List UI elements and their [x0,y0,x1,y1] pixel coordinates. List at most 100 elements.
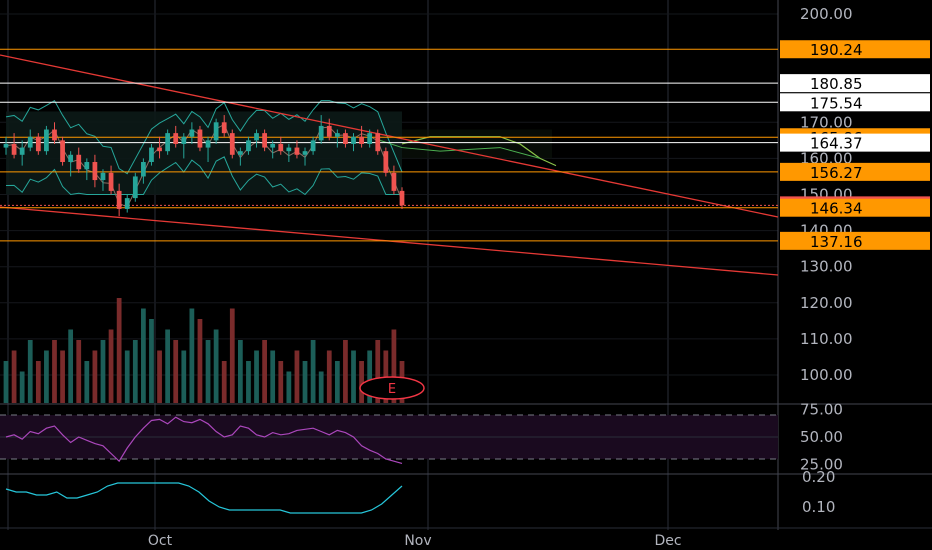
volume-bar [343,340,348,403]
volume-bar [326,350,332,403]
price-tick-label: 110.00 [800,330,853,348]
price-level-badge-label: 180.85 [810,75,863,93]
candle-body [3,143,9,148]
price-level-badge-label: 164.37 [810,135,863,153]
volume-bar [189,308,195,403]
price-level-badge [780,40,930,59]
price-level-badge [780,231,930,250]
volume-bar [149,319,154,403]
volume-bar [132,340,138,403]
candle-body [19,147,25,155]
time-axis-label: Nov [404,533,431,549]
candle-body [367,133,373,144]
candle-body [132,176,138,199]
price-level-badge-label: 137.16 [810,233,863,251]
volume-bar [359,361,364,403]
volume-bar [3,361,9,403]
volume-bar [262,340,267,403]
price-level-badge [780,74,930,93]
volume-bar [157,350,162,403]
time-axis-label: Oct [148,533,173,549]
price-tick-label: 130.00 [800,258,853,276]
volume-bar [141,308,146,403]
price-level-badge [780,198,930,217]
candle-body [181,136,187,144]
volume-bar [229,308,235,403]
lagging-span-line [379,139,541,159]
volume-bar [165,329,171,403]
candle-body [359,136,364,144]
candle-body [35,136,41,152]
rsi-tick-label: 75.00 [800,401,843,419]
volume-bar [367,350,373,403]
candle-body [60,140,65,163]
lower-indicator-tick-label: 0.20 [802,468,835,486]
candle-body [294,147,300,155]
volume-bar [391,329,397,403]
volume-bar [310,340,316,403]
volume-bar [52,340,57,403]
candle-body [343,133,348,144]
volume-bar [181,350,187,403]
volume-bar [108,329,114,403]
volume-bar [205,340,211,403]
volume-bar [375,340,381,403]
volume-bar [19,371,25,403]
volume-bar [60,350,65,403]
candle-body [302,151,308,155]
candle-body [351,136,356,144]
candle-body [100,172,106,181]
candle-body [157,147,162,152]
volume-bar [27,340,33,403]
price-level-badge [780,162,930,181]
candle-body [84,162,90,170]
lower-indicator-tick-label: 0.10 [802,498,835,516]
candle-body [383,151,389,173]
rsi-tick-label: 50.00 [800,428,843,446]
candle-body [68,154,74,163]
volume-bar [213,329,219,403]
volume-bar [237,340,243,403]
candle-body [270,143,276,148]
volume-bar [35,361,41,403]
candle-body [399,190,405,206]
candle-body [165,133,171,152]
volume-bar [84,361,90,403]
price-tick-label: 100.00 [800,366,853,384]
candle-body [197,129,203,148]
rsi-line [5,416,403,464]
volume-bar [76,340,82,403]
candle-body [141,162,146,177]
candle-body [229,133,235,155]
candle-body [76,154,82,170]
time-axis-label: Dec [654,533,681,549]
candle-body [11,143,17,155]
candle-body [205,140,211,148]
rsi-tick-label: 25.00 [800,456,843,474]
candle-body [124,198,130,209]
volume-bar [278,361,284,403]
volume-bar [11,350,17,403]
volume-bar [318,371,324,403]
price-tick-label: 120.00 [800,294,853,312]
volume-bar [44,350,49,403]
volume-bar [270,350,276,403]
price-level-badge [780,133,930,152]
price-tick-label: 170.00 [800,113,853,131]
price-level-badge [780,93,930,112]
volume-bar [351,350,356,403]
earnings-event-label: E [388,382,396,397]
volume-bar [197,319,203,403]
candle-body [44,129,49,152]
lower-indicator-line [5,482,403,514]
candle-body [149,147,154,163]
volume-bar [92,350,98,403]
volume-bar [100,340,106,403]
volume-bar [294,350,300,403]
candle-body [221,122,227,134]
volume-bar [221,361,227,403]
volume-bar [334,361,340,403]
candle-body [286,147,292,152]
